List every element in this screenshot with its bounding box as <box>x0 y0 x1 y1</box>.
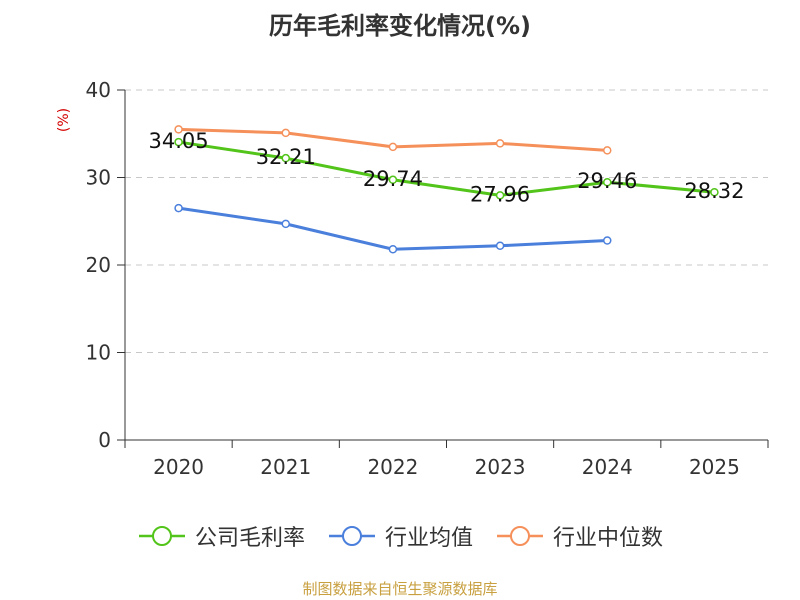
x-tick-label: 2021 <box>260 455 311 479</box>
y-tick-label: 0 <box>98 428 111 452</box>
legend-marker-icon <box>328 526 375 546</box>
data-label: 32.21 <box>256 145 316 169</box>
data-point <box>281 153 290 163</box>
data-label: 29.74 <box>363 167 423 191</box>
legend-label: 公司毛利率 <box>194 526 305 551</box>
data-label: 27.96 <box>470 182 530 206</box>
x-tick-label: 2025 <box>689 455 740 479</box>
data-point <box>603 236 612 245</box>
x-tick-label: 2022 <box>367 455 418 479</box>
axes: 0 10 20 30 40 2020 2021 2022 2023 2024 2025 <box>86 78 769 479</box>
data-point <box>174 203 183 213</box>
data-label: 29.46 <box>577 169 637 193</box>
data-point <box>495 191 505 200</box>
data-point <box>388 142 398 152</box>
data-label: 34.05 <box>149 129 209 153</box>
legend-circle <box>341 526 362 546</box>
data-point <box>281 219 290 229</box>
legend-circle <box>151 526 172 546</box>
legend-marker-icon <box>138 526 185 546</box>
source-note: 制图数据来自恒生聚源数据库 <box>302 580 498 598</box>
data-label: 28.32 <box>684 179 744 203</box>
data-point <box>174 137 183 147</box>
data-point <box>495 139 505 148</box>
legend-label: 行业均值 <box>384 526 473 551</box>
data-point <box>388 175 398 185</box>
x-tick-label: 2020 <box>153 455 204 479</box>
x-tick-label: 2024 <box>582 455 633 479</box>
data-point <box>281 128 290 138</box>
y-tick-label: 10 <box>86 341 111 365</box>
data-point <box>174 125 183 134</box>
legend-marker-icon <box>497 526 543 546</box>
data-point <box>495 241 505 250</box>
y-tick-label: 20 <box>86 253 111 277</box>
chart-title: 历年毛利率变化情况(%) <box>269 12 531 40</box>
legend-label: 行业中位数 <box>553 526 664 551</box>
legend-item[interactable]: 行业均值 <box>327 520 473 552</box>
series-line-1 <box>178 206 608 251</box>
data-labels: 34.05 32.21 29.74 27.96 29.46 28.32 <box>149 129 745 206</box>
series-lines <box>174 125 719 254</box>
legend-circle <box>510 526 530 546</box>
legend-item[interactable]: 行业中位数 <box>495 520 663 552</box>
data-point <box>710 187 719 197</box>
series-line-0 <box>178 140 715 197</box>
data-point <box>388 245 398 254</box>
y-tick-label: 40 <box>86 78 111 102</box>
legend-item[interactable]: 公司毛利率 <box>137 520 305 552</box>
grid-lines <box>125 89 768 353</box>
legend: 公司毛利率 行业均值 行业中位数 <box>0 520 800 552</box>
data-point <box>603 177 612 187</box>
data-point <box>603 146 612 155</box>
x-tick-label: 2023 <box>475 455 526 479</box>
y-tick-label: 30 <box>86 166 111 190</box>
